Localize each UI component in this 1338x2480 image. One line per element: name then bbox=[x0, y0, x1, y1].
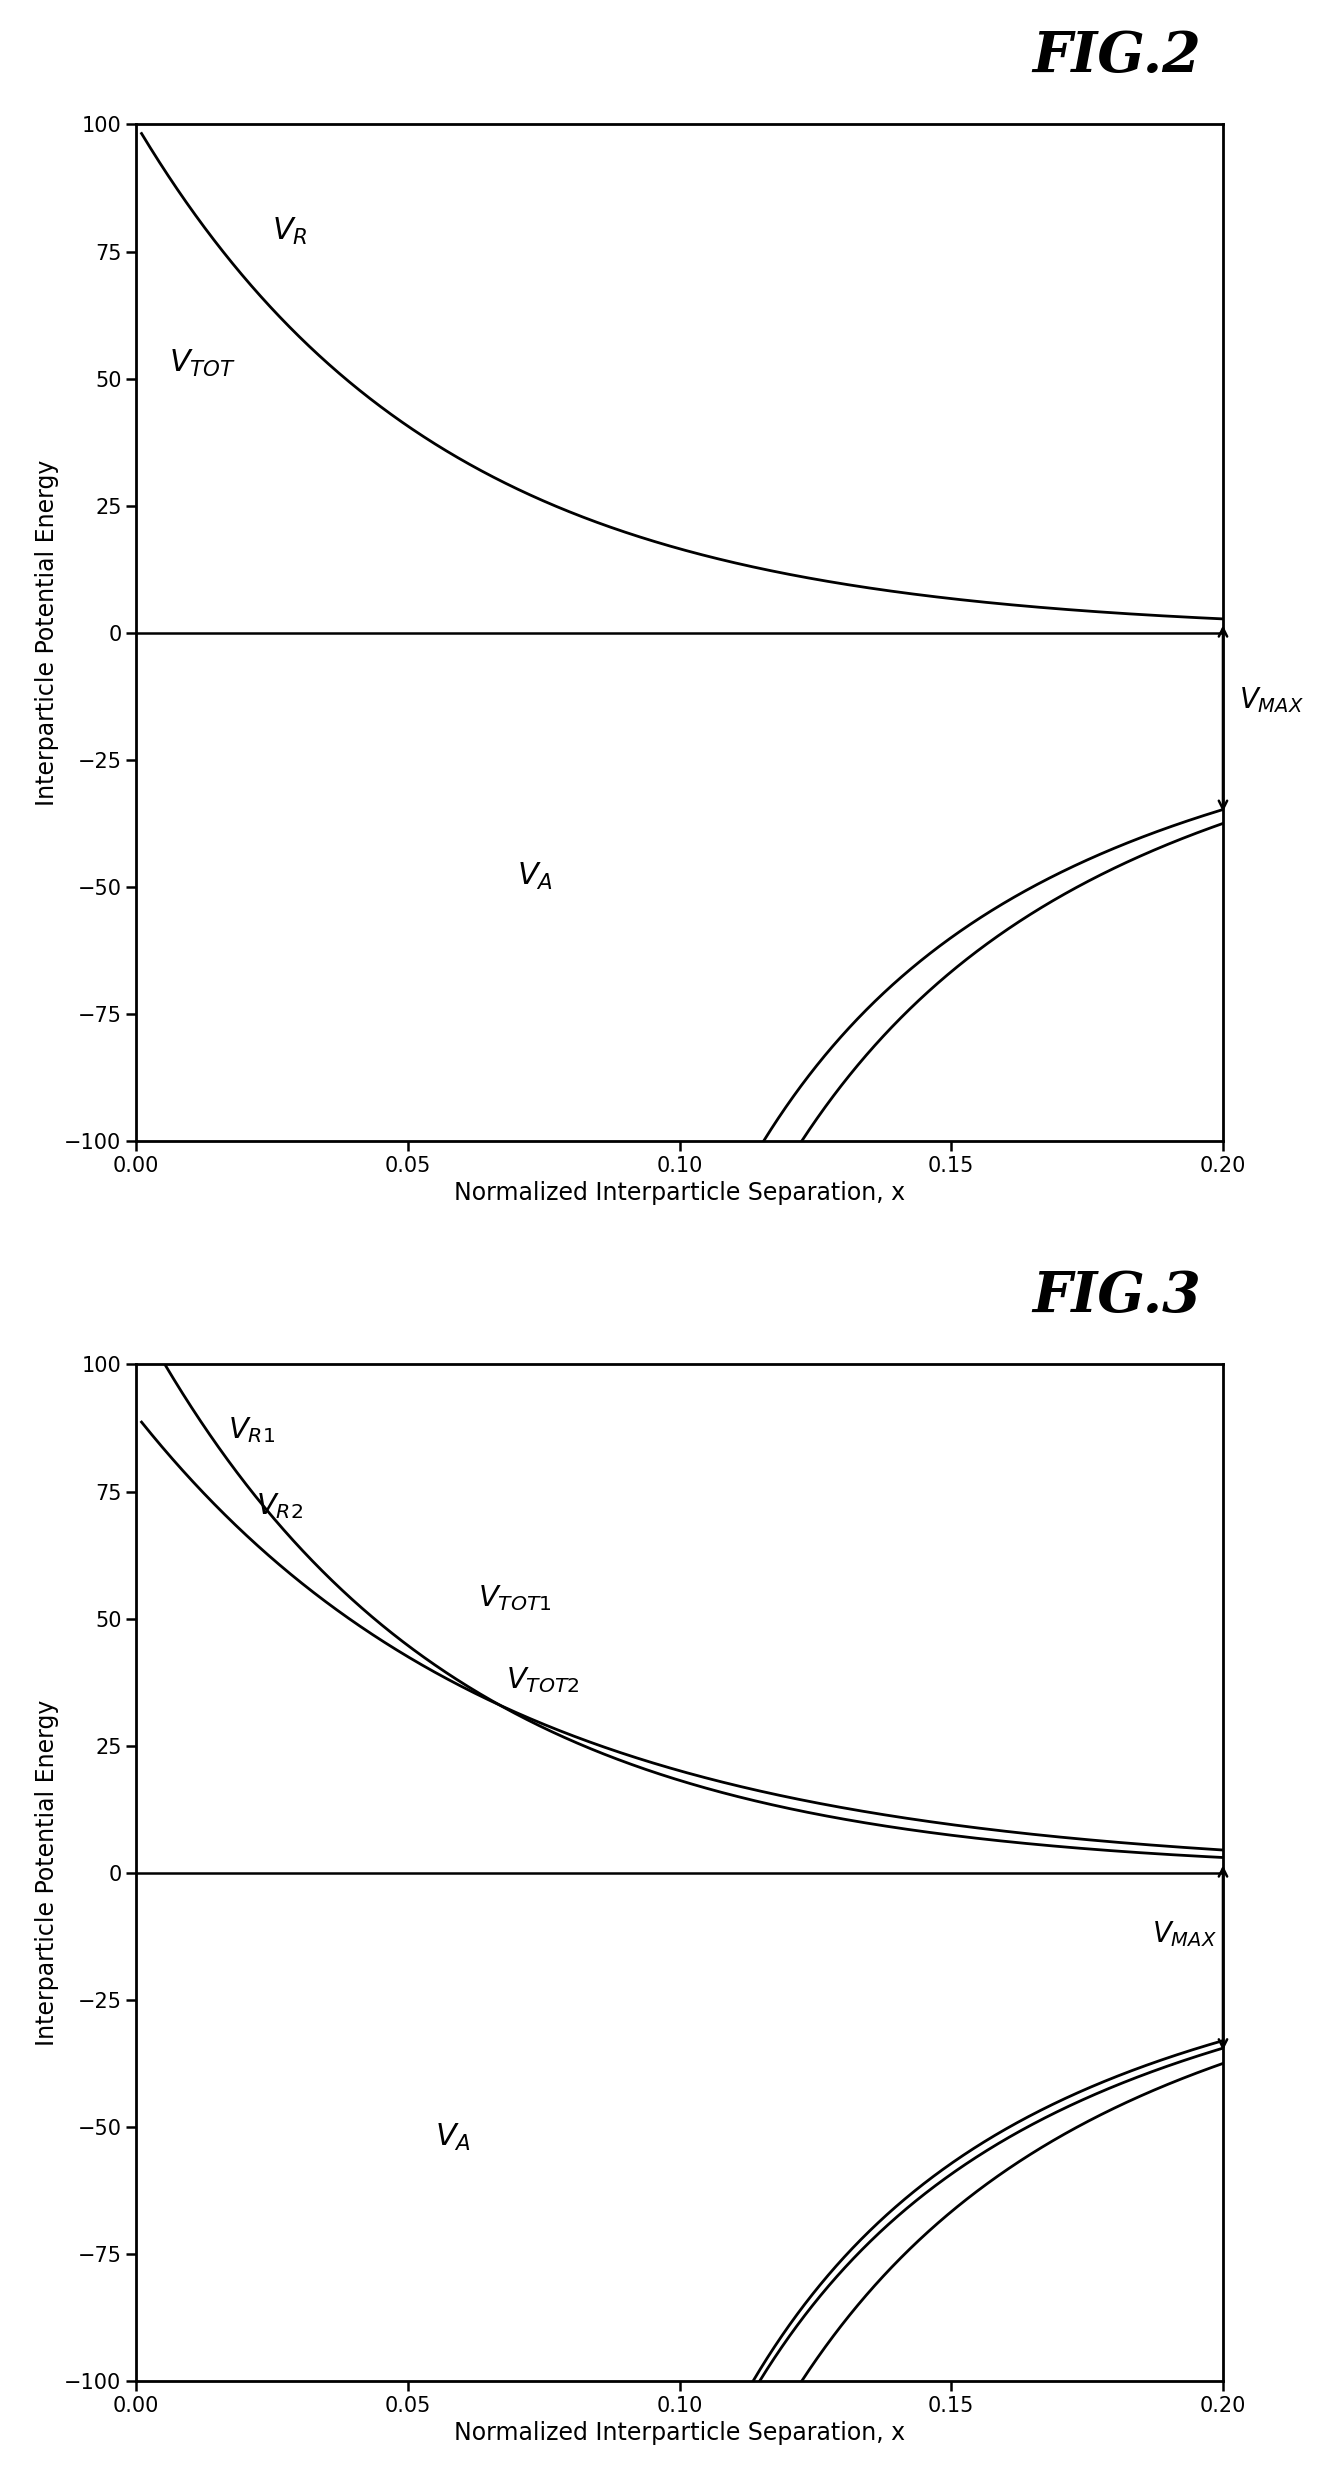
Y-axis label: Interparticle Potential Energy: Interparticle Potential Energy bbox=[35, 459, 59, 806]
Text: $V_{MAX}$: $V_{MAX}$ bbox=[1152, 1920, 1218, 1949]
Y-axis label: Interparticle Potential Energy: Interparticle Potential Energy bbox=[35, 1699, 59, 2046]
X-axis label: Normalized Interparticle Separation, x: Normalized Interparticle Separation, x bbox=[454, 2420, 904, 2445]
Text: $V_A$: $V_A$ bbox=[435, 2120, 471, 2153]
Text: $V_{R2}$: $V_{R2}$ bbox=[256, 1490, 302, 1520]
Text: FIG.3: FIG.3 bbox=[1033, 1270, 1202, 1324]
Text: $V_{TOT1}$: $V_{TOT1}$ bbox=[479, 1582, 553, 1612]
Text: $V_R$: $V_R$ bbox=[272, 216, 308, 248]
Text: FIG.2: FIG.2 bbox=[1033, 30, 1202, 84]
Text: $V_{TOT}$: $V_{TOT}$ bbox=[169, 347, 235, 379]
Text: $V_{R1}$: $V_{R1}$ bbox=[229, 1416, 276, 1446]
Text: $V_{MAX}$: $V_{MAX}$ bbox=[1239, 684, 1305, 714]
Text: $V_{TOT2}$: $V_{TOT2}$ bbox=[506, 1664, 579, 1694]
X-axis label: Normalized Interparticle Separation, x: Normalized Interparticle Separation, x bbox=[454, 1180, 904, 1205]
Text: $V_A$: $V_A$ bbox=[516, 861, 553, 893]
